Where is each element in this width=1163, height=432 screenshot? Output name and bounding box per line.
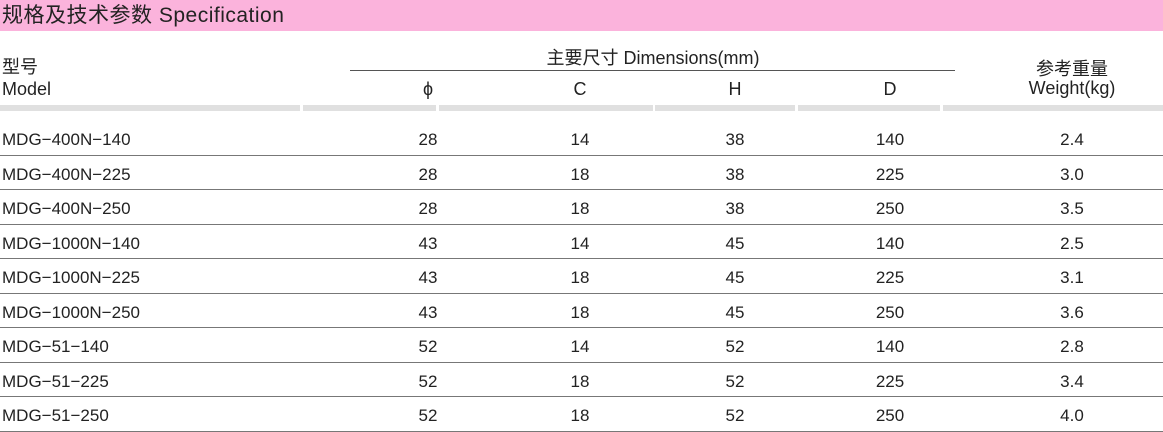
cell-h: 52 (725, 337, 745, 356)
table-row: MDG−1000N−140 43 14 45 140 2.5 (0, 225, 1163, 259)
cell-phi: 28 (418, 199, 438, 218)
cell-h: 38 (725, 130, 745, 149)
header-rule (943, 105, 1163, 111)
table-row: MDG−400N−140 28 14 38 140 2.4 (0, 121, 1163, 156)
cell-d: 225 (875, 164, 905, 184)
cell-h: 45 (725, 302, 745, 322)
cell-h: 52 (725, 371, 745, 391)
cell-phi: 52 (418, 406, 438, 425)
cell-d: 140 (875, 337, 905, 356)
table-row: MDG−400N−250 28 18 38 250 3.5 (0, 190, 1163, 225)
cell-phi: 43 (418, 302, 438, 322)
cell-h: 38 (725, 199, 745, 218)
header-rule (655, 105, 795, 111)
dimensions-divider (350, 70, 955, 71)
cell-model: MDG−51−225 (2, 371, 109, 391)
cell-phi: 43 (418, 268, 438, 287)
cell-weight: 4.0 (1060, 406, 1084, 425)
cell-weight: 3.6 (1060, 302, 1084, 322)
header-rule (439, 105, 653, 111)
cell-h: 38 (725, 164, 745, 184)
cell-phi: 52 (418, 337, 438, 356)
header-weight-en: Weight(kg) (1028, 78, 1116, 98)
cell-d: 225 (875, 371, 905, 391)
cell-model: MDG−51−140 (2, 337, 109, 356)
cell-model: MDG−400N−225 (2, 164, 131, 184)
cell-c: 14 (570, 233, 590, 253)
header-rule (798, 105, 940, 111)
cell-d: 225 (875, 268, 905, 287)
header-weight-cn: 参考重量 (1036, 59, 1108, 79)
cell-d: 140 (875, 130, 905, 149)
cell-weight: 2.8 (1060, 337, 1084, 356)
cell-model: MDG−1000N−140 (2, 233, 140, 253)
table-row: MDG−400N−225 28 18 38 225 3.0 (0, 156, 1163, 190)
header-rule (303, 105, 436, 111)
cell-phi: 28 (418, 130, 438, 149)
cell-c: 14 (570, 130, 590, 149)
cell-d: 140 (875, 233, 905, 253)
header-h: H (728, 79, 742, 99)
cell-weight: 2.5 (1060, 233, 1084, 253)
header-dimensions: 主要尺寸 Dimensions(mm) (546, 48, 760, 68)
cell-weight: 3.4 (1060, 371, 1084, 391)
cell-model: MDG−400N−140 (2, 130, 131, 149)
cell-phi: 28 (418, 164, 438, 184)
table-row: MDG−1000N−250 43 18 45 250 3.6 (0, 294, 1163, 328)
cell-d: 250 (875, 302, 905, 322)
cell-model: MDG−51−250 (2, 406, 109, 425)
cell-weight: 3.5 (1060, 199, 1084, 218)
cell-c: 14 (570, 337, 590, 356)
table-row: MDG−51−250 52 18 52 250 4.0 (0, 397, 1163, 432)
cell-h: 45 (725, 233, 745, 253)
header-rule (0, 105, 300, 111)
header-model-cn: 型号 (2, 57, 38, 77)
cell-phi: 43 (418, 233, 438, 253)
cell-weight: 2.4 (1060, 130, 1084, 149)
cell-c: 18 (570, 302, 590, 322)
cell-weight: 3.0 (1060, 164, 1084, 184)
cell-weight: 3.1 (1060, 268, 1084, 287)
cell-c: 18 (570, 164, 590, 184)
cell-model: MDG−400N−250 (2, 199, 131, 218)
header-model-en: Model (2, 79, 52, 99)
cell-model: MDG−1000N−250 (2, 302, 140, 322)
cell-d: 250 (875, 199, 905, 218)
header-c: C (573, 79, 587, 99)
cell-c: 18 (570, 199, 590, 218)
cell-c: 18 (570, 406, 590, 425)
header-d: D (883, 79, 897, 99)
table-row: MDG−1000N−225 43 18 45 225 3.1 (0, 259, 1163, 294)
cell-h: 52 (725, 406, 745, 425)
cell-c: 18 (570, 371, 590, 391)
section-title: 规格及技术参数 Specification (0, 0, 1163, 31)
cell-h: 45 (725, 268, 745, 287)
cell-d: 250 (875, 406, 905, 425)
header-phi: ϕ (422, 79, 434, 99)
cell-c: 18 (570, 268, 590, 287)
cell-model: MDG−1000N−225 (2, 268, 140, 287)
table-row: MDG−51−225 52 18 52 225 3.4 (0, 363, 1163, 397)
cell-phi: 52 (418, 371, 438, 391)
table-row: MDG−51−140 52 14 52 140 2.8 (0, 328, 1163, 363)
